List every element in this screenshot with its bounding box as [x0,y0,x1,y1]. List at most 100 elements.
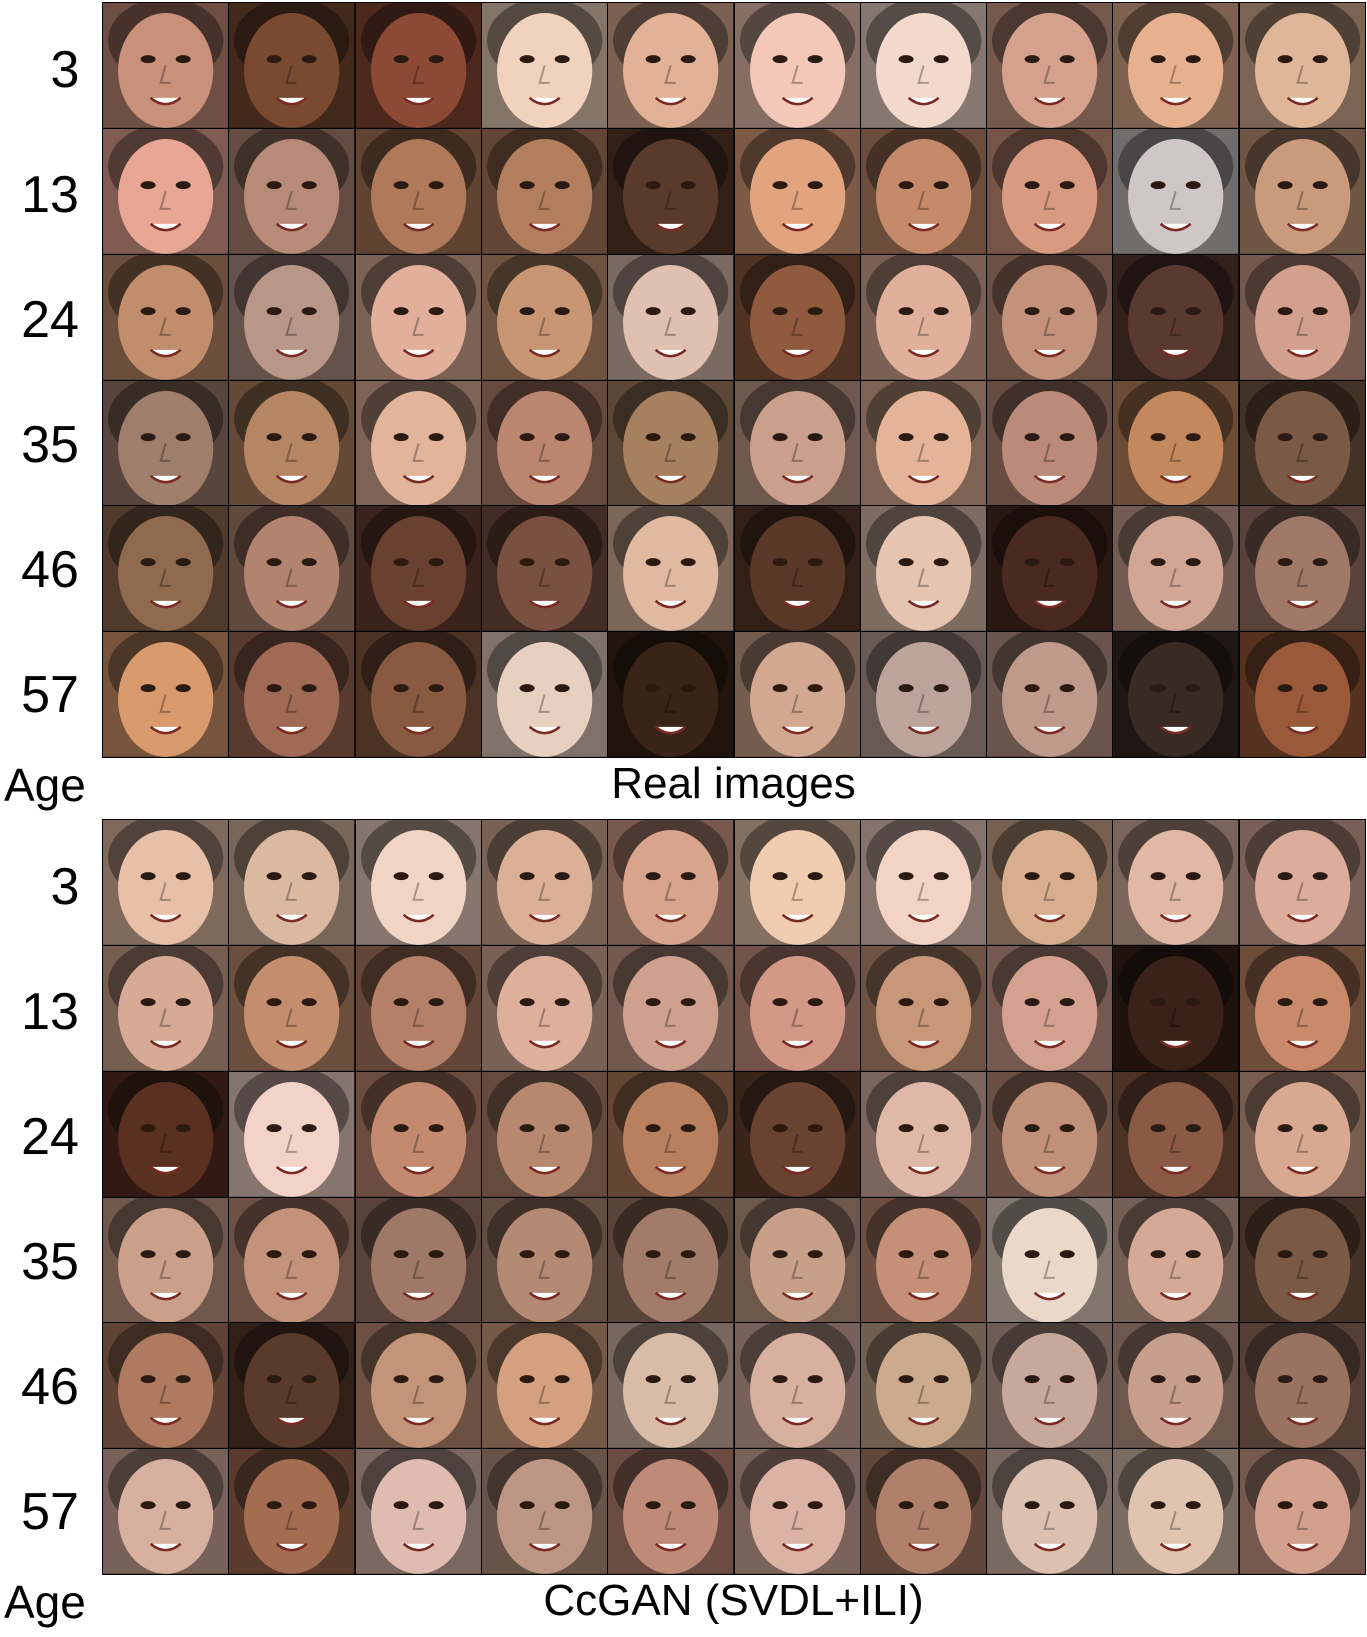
face-photo [608,254,734,380]
age-axis-label: Age [4,1576,86,1628]
face-photo [860,3,987,128]
face-image-cell [1113,128,1239,254]
face-photo [229,128,355,254]
face-photo [860,1071,987,1197]
face-image-cell [608,820,734,945]
face-photo [481,3,608,128]
face-image-cell [608,254,734,380]
face-image-cell [481,380,608,506]
face-image-cell [987,3,1113,128]
face-image-cell [860,506,987,632]
face-photo [481,1197,608,1323]
face-image-cell [860,3,987,128]
face-image-cell [1239,128,1365,254]
face-photo [608,945,734,1071]
face-image-cell [1113,945,1239,1071]
face-photo [355,380,481,506]
face-photo [860,945,987,1071]
face-image-cell [103,128,229,254]
face-photo [1113,1323,1239,1449]
face-photo [355,1323,481,1449]
face-photo [860,820,987,945]
face-photo [987,1449,1113,1574]
face-photo [987,1323,1113,1449]
face-image-grid [102,819,1366,1575]
face-photo [1113,820,1239,945]
face-photo [1239,1323,1365,1449]
age-row-label: 13 [21,166,79,224]
face-image-cell [987,1323,1113,1449]
face-photo [103,254,229,380]
face-image-cell [355,820,481,945]
face-image-cell [229,945,355,1071]
face-image-cell [608,506,734,632]
face-photo [481,820,608,945]
face-image-cell [103,632,229,757]
face-image-cell [987,506,1113,632]
panel-caption: CcGAN (SVDL+ILI) [543,1576,924,1625]
face-photo [608,1449,734,1574]
face-photo [734,945,860,1071]
face-image-cell [481,820,608,945]
face-image-cell [229,1323,355,1449]
face-image-cell [229,1197,355,1323]
face-photo [734,506,860,632]
face-photo [1239,1449,1365,1574]
face-image-cell [355,380,481,506]
face-image-cell [481,1323,608,1449]
face-photo [229,1197,355,1323]
face-photo [103,506,229,632]
face-image-cell [481,506,608,632]
face-photo [103,632,229,757]
face-photo [103,380,229,506]
face-photo [987,506,1113,632]
face-photo [1113,1071,1239,1197]
face-image-cell [608,380,734,506]
face-image-cell [734,1449,860,1574]
face-photo [229,506,355,632]
face-image-cell [860,1449,987,1574]
face-photo [1113,632,1239,757]
face-photo [1113,1197,1239,1323]
face-photo [860,380,987,506]
face-photo [987,1197,1113,1323]
age-row-label: 3 [50,858,80,916]
face-photo [608,506,734,632]
face-photo [734,128,860,254]
face-photo [734,254,860,380]
face-photo [1113,3,1239,128]
face-photo [734,1197,860,1323]
face-image-cell [1239,632,1365,757]
face-image-cell [987,1071,1113,1197]
face-photo [481,632,608,757]
face-image-cell [103,945,229,1071]
face-image-cell [734,506,860,632]
face-image-cell [1239,820,1365,945]
face-image-cell [481,254,608,380]
ccgan-images-panel: 3 13 24 35 46 57 Age CcGAN (SVDL+ILI) [0,817,1367,1637]
face-image-cell [103,820,229,945]
face-image-cell [355,506,481,632]
face-image-cell [608,945,734,1071]
face-photo [229,632,355,757]
face-image-cell [481,632,608,757]
face-image-grid [102,2,1366,758]
face-image-cell [1113,1323,1239,1449]
face-image-cell [229,128,355,254]
face-image-cell [481,128,608,254]
age-row-label: 13 [21,983,79,1041]
face-image-cell [1113,1071,1239,1197]
face-photo [355,632,481,757]
face-image-cell [608,1071,734,1197]
face-photo [734,1323,860,1449]
face-image-cell [860,1071,987,1197]
face-photo [608,1071,734,1197]
face-image-cell [608,128,734,254]
face-image-cell [1113,506,1239,632]
face-photo [481,380,608,506]
face-photo [860,128,987,254]
face-image-cell [1239,254,1365,380]
face-photo [481,1323,608,1449]
face-photo [1239,506,1365,632]
face-photo [608,820,734,945]
